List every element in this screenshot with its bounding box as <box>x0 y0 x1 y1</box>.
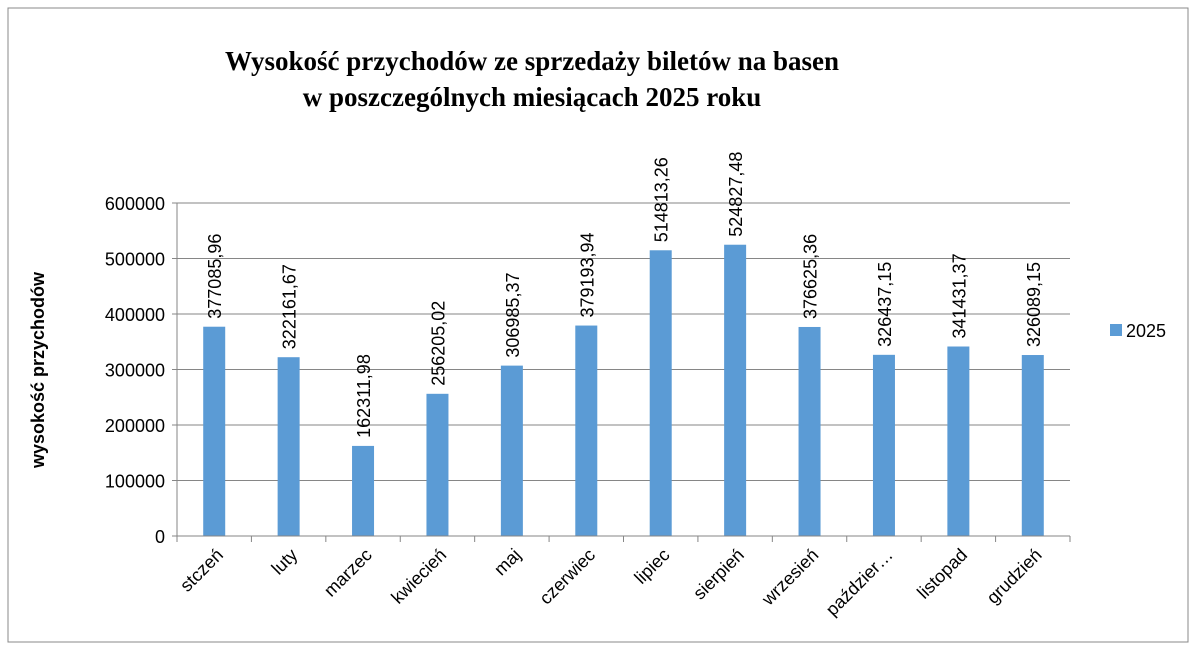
legend-label: 2025 <box>1126 321 1166 341</box>
value-label: 341431,37 <box>949 253 969 338</box>
bar <box>872 354 895 536</box>
chart-title: Wysokość przychodów ze sprzedaży biletów… <box>225 46 839 76</box>
value-label: 256205,02 <box>428 301 448 386</box>
y-tick-label: 300000 <box>105 361 165 381</box>
bar <box>947 346 970 536</box>
bar <box>500 365 523 536</box>
bar <box>203 326 226 536</box>
value-label: 326089,15 <box>1024 262 1044 347</box>
value-label: 306985,37 <box>503 273 523 358</box>
value-label: 322161,67 <box>280 264 300 349</box>
chart-title: w poszczególnych miesiącach 2025 roku <box>303 82 761 112</box>
value-label: 524827,48 <box>726 152 746 237</box>
bar <box>798 326 821 536</box>
bar <box>426 393 449 536</box>
value-label: 376625,36 <box>801 234 821 319</box>
legend-swatch <box>1110 324 1122 336</box>
value-label: 377085,96 <box>205 234 225 319</box>
bar <box>649 250 672 537</box>
y-axis-label: wysokość przychodów <box>28 271 48 469</box>
y-tick-label: 500000 <box>105 250 165 270</box>
y-tick-label: 0 <box>155 527 165 547</box>
bar <box>724 244 747 536</box>
y-tick-label: 400000 <box>105 305 165 325</box>
bar <box>575 325 598 536</box>
bar <box>277 357 300 536</box>
y-tick-label: 600000 <box>105 194 165 214</box>
bar <box>1021 355 1044 536</box>
value-label: 326437,15 <box>875 262 895 347</box>
y-tick-label: 200000 <box>105 416 165 436</box>
y-tick-label: 100000 <box>105 472 165 492</box>
bar <box>352 445 375 536</box>
value-label: 162311,98 <box>354 354 374 438</box>
value-label: 379193,94 <box>577 232 597 317</box>
value-label: 514813,26 <box>652 157 672 242</box>
